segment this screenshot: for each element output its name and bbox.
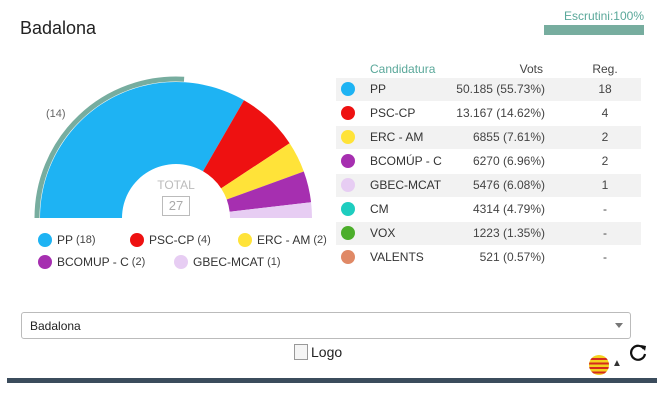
total-label: TOTAL bbox=[157, 178, 195, 192]
party-seats: - bbox=[603, 250, 607, 264]
party-name: PP bbox=[370, 82, 387, 96]
party-seats: 2 bbox=[601, 130, 609, 144]
legend-count: (2) bbox=[313, 234, 327, 246]
table-header: Candidatura Vots Reg. bbox=[336, 60, 641, 78]
party-votes: 6270 (6.96%) bbox=[472, 154, 545, 168]
party-color-dot bbox=[341, 226, 355, 240]
party-seats: 1 bbox=[601, 178, 609, 192]
table-body: PP 50.185 (55.73%) 18 PSC-CP 13.167 (14.62%)… bbox=[336, 78, 641, 270]
chevron-up-icon[interactable]: ▲ bbox=[612, 358, 622, 369]
results-table: Candidatura Vots Reg. PP 50.185 (55.73%) 1… bbox=[336, 60, 641, 270]
party-name: VOX bbox=[370, 226, 396, 240]
chart-segment bbox=[40, 82, 244, 219]
table-row: VOX 1223 (1.35%) - bbox=[336, 222, 641, 246]
broken-image-icon bbox=[294, 344, 308, 360]
legend-count: (18) bbox=[76, 234, 96, 246]
logo-alt-text: Logo bbox=[311, 344, 343, 360]
legend-count: (4) bbox=[197, 234, 211, 246]
municipality-select[interactable]: Badalona bbox=[21, 312, 631, 339]
legend-item: PP (18) bbox=[38, 233, 96, 247]
party-color-dot bbox=[341, 250, 355, 264]
party-color-dot bbox=[341, 202, 355, 216]
party-seats: - bbox=[603, 226, 607, 240]
legend-label: ERC - AM bbox=[257, 233, 311, 247]
party-name: BCOMÚP - C bbox=[370, 154, 442, 168]
header-candidatura: Candidatura bbox=[370, 62, 436, 76]
table-row: VALENTS 521 (0.57%) - bbox=[336, 246, 641, 270]
legend-item: ERC - AM (2) bbox=[238, 233, 327, 247]
escrutini-bar bbox=[544, 25, 644, 35]
party-name: VALENTS bbox=[370, 250, 424, 264]
legend-label: GBEC-MCAT bbox=[193, 255, 265, 269]
footer-bar bbox=[7, 378, 657, 383]
table-row: BCOMÚP - C 6270 (6.96%) 2 bbox=[336, 150, 641, 174]
party-color-dot bbox=[341, 106, 355, 120]
party-votes: 1223 (1.35%) bbox=[472, 226, 545, 240]
party-name: CM bbox=[370, 202, 389, 216]
party-seats: - bbox=[603, 202, 607, 216]
party-seats: 4 bbox=[601, 106, 609, 120]
party-seats: 2 bbox=[601, 154, 609, 168]
party-color-dot bbox=[341, 82, 355, 96]
table-row: CM 4314 (4.79%) - bbox=[336, 198, 641, 222]
table-row: ERC - AM 6855 (7.61%) 2 bbox=[336, 126, 641, 150]
legend-item: GBEC-MCAT (1) bbox=[174, 255, 281, 269]
party-seats: 18 bbox=[598, 82, 612, 96]
party-votes: 6855 (7.61%) bbox=[472, 130, 545, 144]
majority-arc bbox=[34, 76, 185, 219]
escrutini-progress: Escrutini:100% bbox=[544, 9, 644, 35]
party-votes: 5476 (6.08%) bbox=[472, 178, 545, 192]
party-color-dot bbox=[341, 130, 355, 144]
legend-item: PSC-CP (4) bbox=[130, 233, 211, 247]
legend-swatch bbox=[130, 233, 144, 247]
legend-label: BCOMUP - C bbox=[57, 255, 129, 269]
chevron-down-icon bbox=[615, 323, 623, 328]
table-row: PP 50.185 (55.73%) 18 bbox=[336, 78, 641, 102]
table-row: GBEC-MCAT 5476 (6.08%) 1 bbox=[336, 174, 641, 198]
select-value: Badalona bbox=[30, 319, 81, 333]
legend-label: PSC-CP bbox=[149, 233, 195, 247]
legend-count: (2) bbox=[131, 256, 146, 268]
party-color-dot bbox=[341, 178, 355, 192]
seats-half-donut-chart bbox=[34, 76, 312, 219]
party-votes: 4314 (4.79%) bbox=[472, 202, 545, 216]
header-reg: Reg. bbox=[592, 62, 618, 76]
escrutini-label: Escrutini:100% bbox=[563, 9, 644, 23]
total-seats: 27 bbox=[162, 196, 190, 216]
catalan-flag-icon[interactable] bbox=[589, 355, 609, 375]
legend-swatch bbox=[238, 233, 252, 247]
legend-item: BCOMUP - C (2) bbox=[38, 255, 145, 269]
party-name: GBEC-MCAT bbox=[370, 178, 442, 192]
table-row: PSC-CP 13.167 (14.62%) 4 bbox=[336, 102, 641, 126]
chart-segment bbox=[226, 171, 312, 212]
party-votes: 13.167 (14.62%) bbox=[456, 106, 545, 120]
party-name: ERC - AM bbox=[370, 130, 424, 144]
chart-segment bbox=[221, 143, 304, 200]
party-votes: 50.185 (55.73%) bbox=[456, 82, 545, 96]
majority-marker-label: (14) bbox=[46, 108, 66, 120]
logo-image: Logo bbox=[294, 344, 342, 360]
legend-swatch bbox=[38, 255, 52, 269]
legend-swatch bbox=[174, 255, 188, 269]
chart-segment bbox=[229, 202, 312, 218]
party-color-dot bbox=[341, 154, 355, 168]
header-vots: Vots bbox=[519, 62, 543, 76]
escrutini-fill bbox=[544, 25, 644, 35]
legend-count: (1) bbox=[267, 256, 281, 268]
legend-swatch bbox=[38, 233, 52, 247]
legend-label: PP bbox=[57, 233, 74, 247]
page-title: Badalona bbox=[20, 18, 97, 38]
chart-segment bbox=[203, 100, 290, 189]
refresh-icon[interactable] bbox=[628, 343, 648, 363]
party-votes: 521 (0.57%) bbox=[479, 250, 545, 264]
party-name: PSC-CP bbox=[370, 106, 416, 120]
